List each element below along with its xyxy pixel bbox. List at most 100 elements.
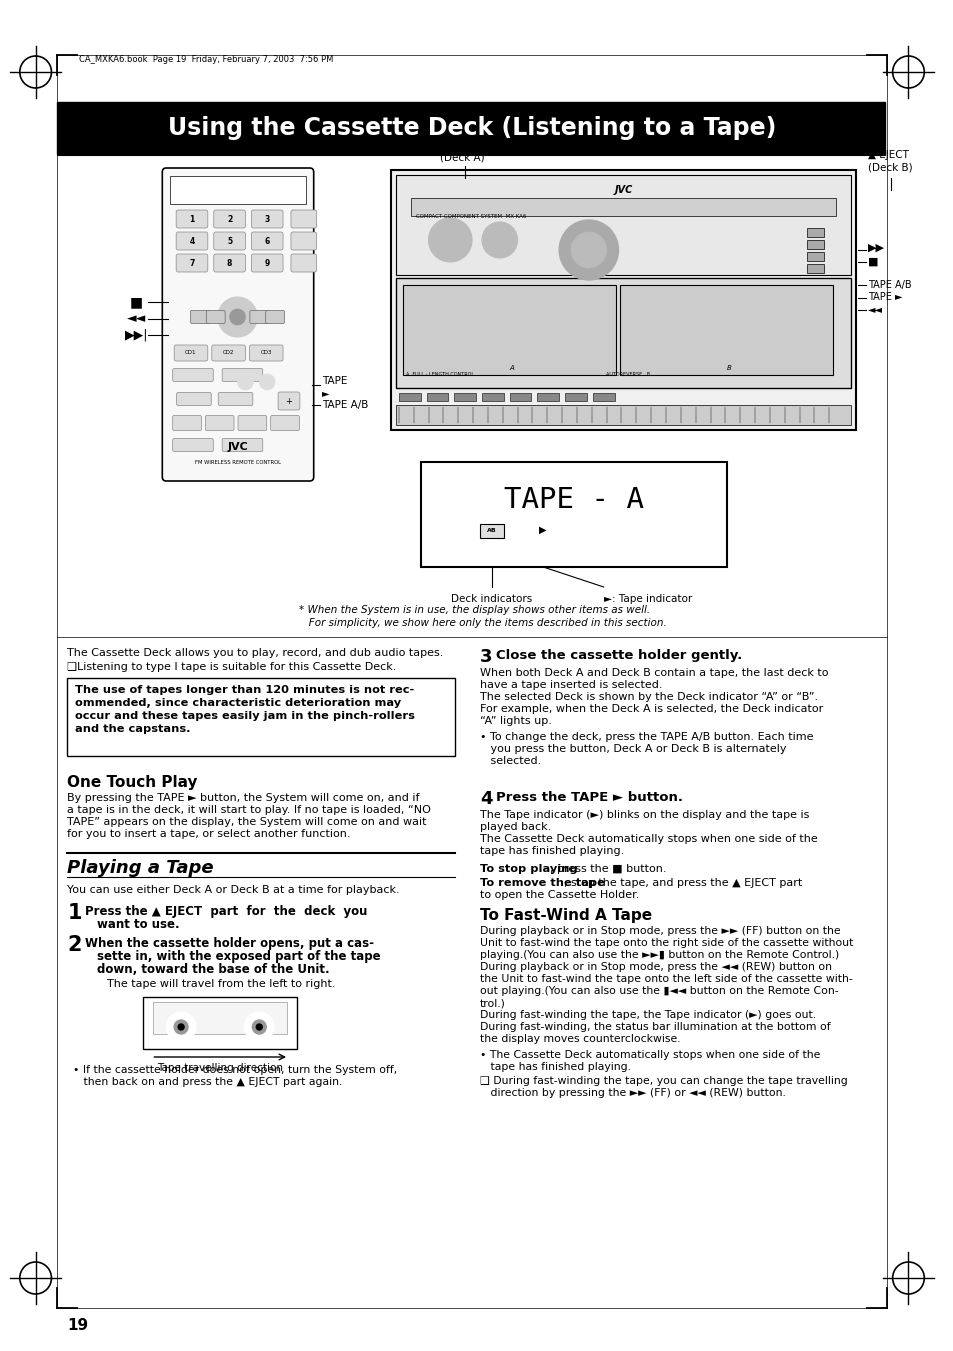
Bar	[420, 462, 726, 567]
Text: For example, when the Deck A is selected, the Deck indicator: For example, when the Deck A is selected…	[479, 704, 822, 713]
Text: * When the System is in use, the display shows other items as well.: * When the System is in use, the display…	[298, 605, 649, 615]
FancyBboxPatch shape	[251, 209, 283, 228]
FancyBboxPatch shape	[176, 209, 208, 228]
Text: TAPE ►: TAPE ►	[867, 292, 902, 303]
Text: ►: ►	[321, 388, 329, 399]
Text: CA_MXKA6.book  Page 19  Friday, February 7, 2003  7:56 PM: CA_MXKA6.book Page 19 Friday, February 7…	[79, 55, 334, 65]
Text: Press the ▲ EJECT  part  for  the  deck  you: Press the ▲ EJECT part for the deck you	[85, 905, 367, 917]
Circle shape	[230, 309, 245, 326]
Circle shape	[259, 374, 274, 390]
FancyBboxPatch shape	[291, 232, 316, 250]
FancyBboxPatch shape	[222, 439, 262, 451]
Text: Unit to fast-wind the tape onto the right side of the cassette without: Unit to fast-wind the tape onto the righ…	[479, 938, 852, 948]
Bar	[805, 228, 823, 236]
Text: • To change the deck, press the TAPE A/B button. Each time: • To change the deck, press the TAPE A/B…	[479, 732, 813, 742]
Text: ▶▶: ▶▶	[867, 243, 884, 253]
Text: COMPACT COMPONENT SYSTEM  MX-KA6: COMPACT COMPONENT SYSTEM MX-KA6	[416, 213, 525, 219]
Text: TAPE A/B: TAPE A/B	[321, 400, 368, 409]
Text: 2: 2	[68, 935, 82, 955]
Text: TAPE - A: TAPE - A	[503, 486, 643, 513]
Text: 6: 6	[264, 236, 270, 246]
Bar	[805, 253, 823, 261]
Bar	[170, 176, 306, 204]
Text: the Unit to fast-wind the tape onto the left side of the cassette with-: the Unit to fast-wind the tape onto the …	[479, 974, 852, 984]
Text: ❑Listening to type I tape is suitable for this Cassette Deck.: ❑Listening to type I tape is suitable fo…	[68, 662, 396, 671]
Bar	[537, 393, 558, 401]
Text: The Tape indicator (►) blinks on the display and the tape is: The Tape indicator (►) blinks on the dis…	[479, 811, 808, 820]
Text: FM WIRELESS REMOTE CONTROL: FM WIRELESS REMOTE CONTROL	[194, 459, 280, 465]
FancyBboxPatch shape	[222, 369, 262, 381]
Text: AUTOREVERSE   B: AUTOREVERSE B	[606, 373, 650, 377]
Circle shape	[178, 1024, 184, 1029]
Bar	[481, 393, 503, 401]
Text: then back on and press the ▲ EJECT part again.: then back on and press the ▲ EJECT part …	[73, 1077, 342, 1088]
Text: ▲ EJECT: ▲ EJECT	[440, 141, 480, 150]
Text: During fast-winding, the status bar illumination at the bottom of: During fast-winding, the status bar illu…	[479, 1021, 830, 1032]
Text: 19: 19	[68, 1319, 89, 1333]
Circle shape	[481, 222, 517, 258]
Text: ■: ■	[867, 257, 878, 267]
Text: out playing.(You can also use the ▮◄◄ button on the Remote Con-: out playing.(You can also use the ▮◄◄ bu…	[479, 986, 838, 996]
Bar	[479, 524, 503, 538]
Text: ommended, since characteristic deterioration may: ommended, since characteristic deteriora…	[75, 698, 401, 708]
Text: 3: 3	[479, 648, 492, 666]
Text: the display moves counterclockwise.: the display moves counterclockwise.	[479, 1034, 679, 1044]
Text: TAPE: TAPE	[321, 376, 347, 386]
Text: 4: 4	[189, 236, 194, 246]
FancyBboxPatch shape	[212, 345, 245, 361]
Text: for you to insert a tape, or select another function.: for you to insert a tape, or select anot…	[68, 830, 351, 839]
Bar	[426, 393, 448, 401]
Text: 1: 1	[189, 215, 194, 223]
Bar	[143, 997, 296, 1048]
FancyBboxPatch shape	[213, 254, 245, 272]
Text: ►: Tape indicator: ►: Tape indicator	[603, 594, 691, 604]
Text: ■: ■	[130, 295, 143, 309]
Text: During playback or in Stop mode, press the ►► (FF) button on the: During playback or in Stop mode, press t…	[479, 925, 840, 936]
Text: 3: 3	[264, 215, 270, 223]
Circle shape	[571, 232, 606, 267]
FancyBboxPatch shape	[249, 345, 283, 361]
Text: You can use either Deck A or Deck B at a time for playback.: You can use either Deck A or Deck B at a…	[68, 885, 399, 894]
Text: The Cassette Deck automatically stops when one side of the: The Cassette Deck automatically stops wh…	[479, 834, 817, 844]
FancyBboxPatch shape	[162, 168, 314, 481]
Text: and the capstans.: and the capstans.	[75, 724, 191, 734]
Text: Close the cassette holder gently.: Close the cassette holder gently.	[496, 648, 741, 662]
Circle shape	[217, 297, 257, 336]
Circle shape	[237, 374, 253, 390]
FancyBboxPatch shape	[251, 232, 283, 250]
Text: During fast-winding the tape, the Tape indicator (►) goes out.: During fast-winding the tape, the Tape i…	[479, 1011, 815, 1020]
Text: JVC: JVC	[614, 185, 632, 195]
FancyBboxPatch shape	[251, 254, 283, 272]
Text: 8: 8	[227, 258, 232, 267]
Bar	[805, 263, 823, 273]
Text: To Fast-Wind A Tape: To Fast-Wind A Tape	[479, 908, 652, 923]
Circle shape	[174, 1020, 188, 1034]
FancyBboxPatch shape	[176, 393, 211, 405]
Text: down, toward the base of the Unit.: down, toward the base of the Unit.	[97, 963, 330, 975]
FancyBboxPatch shape	[266, 311, 284, 323]
Bar	[592, 393, 614, 401]
Text: B: B	[726, 365, 731, 372]
Text: The Cassette Deck allows you to play, record, and dub audio tapes.: The Cassette Deck allows you to play, re…	[68, 648, 443, 658]
Bar	[410, 199, 836, 216]
Text: selected.: selected.	[479, 757, 540, 766]
FancyBboxPatch shape	[237, 416, 267, 431]
Bar	[454, 393, 476, 401]
Text: tape has finished playing.: tape has finished playing.	[479, 846, 623, 857]
Text: played back.: played back.	[479, 821, 551, 832]
Circle shape	[166, 1012, 195, 1042]
Text: AB: AB	[486, 527, 497, 532]
Text: direction by pressing the ►► (FF) or ◄◄ (REW) button.: direction by pressing the ►► (FF) or ◄◄ …	[479, 1088, 785, 1098]
Text: ▶: ▶	[538, 526, 546, 535]
Text: trol.): trol.)	[479, 998, 505, 1008]
Bar	[509, 393, 531, 401]
Text: • If the cassette holder does not open, turn the System off,: • If the cassette holder does not open, …	[73, 1065, 397, 1075]
Bar	[395, 176, 850, 276]
Bar	[57, 101, 883, 154]
Text: a tape is in the deck, it will start to play. If no tape is loaded, “NO: a tape is in the deck, it will start to …	[68, 805, 431, 815]
Text: The selected Deck is shown by the Deck indicator “A” or “B”.: The selected Deck is shown by the Deck i…	[479, 692, 818, 703]
Bar	[619, 285, 832, 376]
Text: , stop the tape, and press the ▲ EJECT part: , stop the tape, and press the ▲ EJECT p…	[563, 878, 801, 888]
Text: 2: 2	[227, 215, 232, 223]
Text: One Touch Play: One Touch Play	[68, 775, 197, 790]
